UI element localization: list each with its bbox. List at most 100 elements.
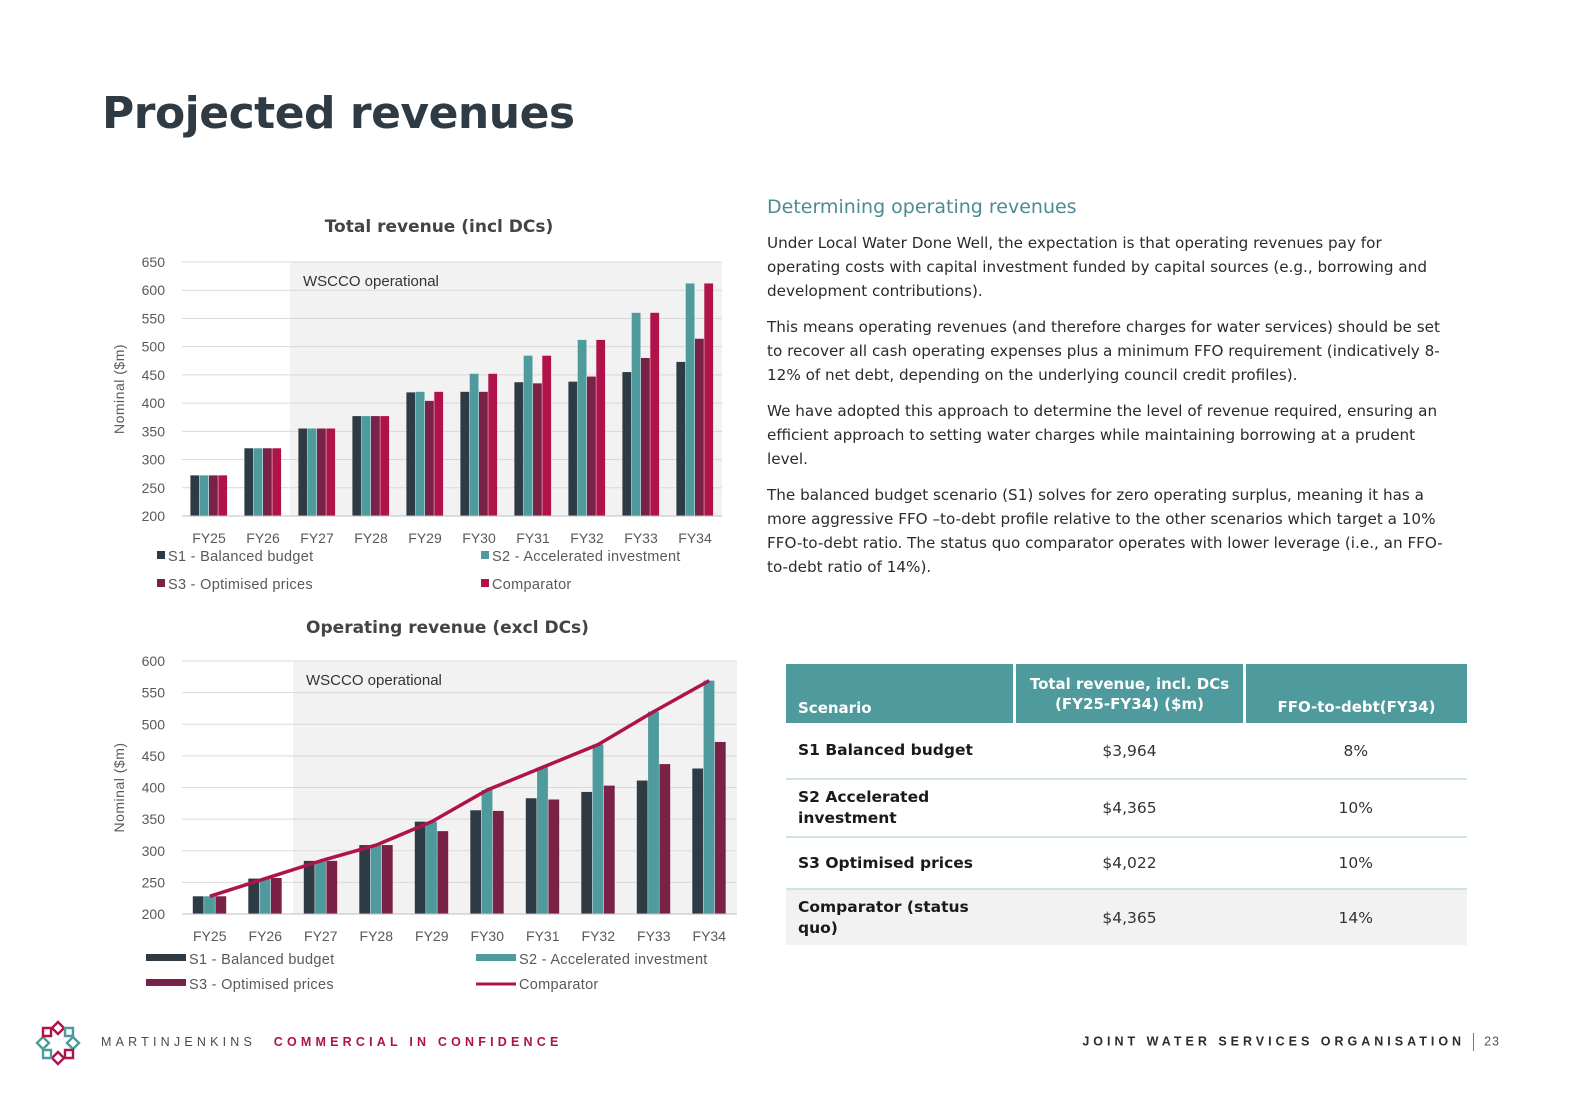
ffo-cell: 10%: [1244, 779, 1467, 838]
y-tick-label: 550: [142, 310, 166, 326]
y-tick-label: 500: [142, 339, 166, 355]
footer-confidential: COMMERCIAL IN CONFIDENCE: [273, 1035, 563, 1049]
bar: [692, 768, 704, 914]
x-tick-label: FY33: [624, 530, 658, 546]
bar: [568, 381, 578, 516]
bar: [415, 391, 425, 516]
ffo-cell: 10%: [1244, 837, 1467, 890]
x-tick-label: FY25: [193, 928, 227, 944]
footer-right: JOINT WATER SERVICES ORGANISATION 23: [1082, 1033, 1500, 1051]
shaded-region-label: WSCCO operational: [303, 273, 439, 290]
x-tick-label: FY27: [300, 530, 334, 546]
y-tick-label: 300: [142, 452, 166, 468]
ffo-cell: 14%: [1244, 889, 1467, 945]
legend-swatch: [481, 551, 489, 559]
bar: [426, 821, 437, 914]
table-header-row: Scenario Total revenue, incl. DCs (FY25-…: [786, 664, 1467, 723]
bar: [587, 376, 596, 516]
bar: [414, 821, 426, 914]
bar: [636, 780, 648, 914]
bar: [326, 860, 338, 914]
bar: [253, 448, 263, 516]
y-tick-label: 400: [142, 780, 166, 796]
bar: [259, 878, 271, 914]
bar: [703, 680, 715, 914]
legend-label: S1 - Balanced budget: [168, 549, 313, 565]
bar: [326, 428, 336, 516]
bar: [359, 845, 371, 914]
x-tick-label: FY28: [354, 530, 388, 546]
footer-left: MARTINJENKINS COMMERCIAL IN CONFIDENCE: [101, 1035, 563, 1049]
y-tick-label: 550: [142, 685, 166, 701]
y-axis-label: Nominal ($m): [111, 742, 127, 832]
bar: [479, 391, 488, 516]
bar: [315, 860, 326, 914]
x-tick-label: FY25: [192, 530, 226, 546]
y-tick-label: 350: [142, 811, 166, 827]
x-tick-label: FY29: [408, 530, 442, 546]
scenario-cell: S3 Optimised prices: [786, 837, 1015, 890]
bar: [209, 475, 218, 516]
footer-divider: [1473, 1033, 1475, 1051]
bar: [631, 312, 641, 516]
x-tick-label: FY26: [246, 530, 280, 546]
bar: [192, 896, 204, 914]
y-tick-label: 650: [142, 254, 166, 270]
bar: [492, 810, 504, 914]
comparator-line: [209, 679, 711, 898]
legend-label: S3 - Optimised prices: [189, 977, 334, 993]
bar: [695, 338, 704, 516]
x-tick-label: FY34: [693, 928, 727, 944]
section-heading: Determining operating revenues: [767, 196, 1077, 218]
total-revenue-chart: Total revenue (incl DCs) WSCCO operationa…: [111, 217, 722, 593]
revenue-cell: $3,964: [1014, 723, 1245, 780]
y-tick-label: 200: [142, 508, 166, 524]
y-tick-label: 450: [142, 367, 166, 383]
bar: [603, 785, 615, 914]
y-tick-label: 300: [142, 843, 166, 859]
legend-label: Comparator: [492, 577, 572, 593]
scenario-cell: S2 Accelerated investment: [786, 779, 1015, 838]
bar: [190, 475, 200, 516]
bar: [676, 361, 686, 516]
bar: [425, 400, 434, 516]
revenue-cell: $4,022: [1014, 837, 1245, 890]
bar: [437, 831, 449, 914]
bar: [460, 391, 470, 516]
bar: [542, 355, 552, 516]
y-tick-label: 200: [142, 906, 166, 922]
shaded-region-label: WSCCO operational: [306, 672, 442, 689]
bar: [714, 741, 726, 914]
bar: [533, 383, 542, 516]
legend-swatch: [157, 579, 165, 587]
y-tick-label: 350: [142, 423, 166, 439]
paragraph: We have adopted this approach to determi…: [767, 402, 1438, 468]
legend-label: S3 - Optimised prices: [168, 577, 313, 593]
bar: [371, 416, 380, 516]
bar: [581, 791, 593, 914]
legend-swatch: [157, 551, 165, 559]
legend-swatch: [146, 954, 186, 961]
table-row: S2 Accelerated investment $4,365 10%: [786, 779, 1467, 838]
paragraph: Under Local Water Done Well, the expecta…: [767, 234, 1427, 300]
bar: [577, 339, 587, 516]
bar: [469, 373, 479, 516]
y-tick-label: 600: [142, 653, 166, 669]
x-tick-label: FY31: [516, 530, 550, 546]
bar: [488, 373, 498, 516]
x-tick-label: FY33: [637, 928, 671, 944]
bar: [592, 744, 604, 914]
scenario-cell: S1 Balanced budget: [786, 723, 1015, 780]
bar: [381, 845, 393, 914]
paragraph: The balanced budget scenario (S1) solves…: [767, 486, 1443, 576]
bar: [648, 711, 659, 914]
bar: [317, 428, 326, 516]
x-tick-label: FY31: [526, 928, 560, 944]
bar: [263, 448, 272, 516]
bar: [244, 448, 254, 516]
y-tick-label: 600: [142, 282, 166, 298]
paragraph: This means operating revenues (and there…: [767, 318, 1440, 384]
bar: [199, 475, 209, 516]
revenue-cell: $4,365: [1014, 889, 1245, 945]
bar: [361, 416, 371, 516]
